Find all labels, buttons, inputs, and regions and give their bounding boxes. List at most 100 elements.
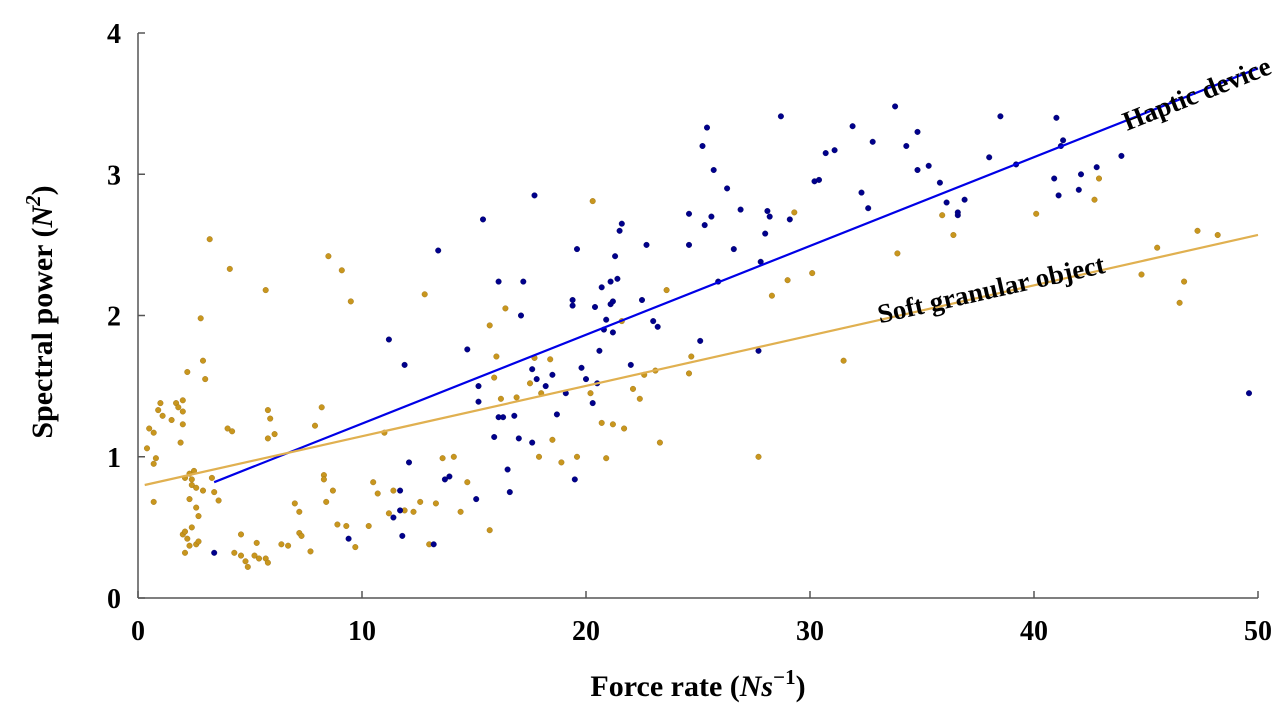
soft-granular-object-point [1181, 278, 1188, 285]
haptic-device-point [435, 247, 442, 254]
soft-granular-object-point [621, 425, 628, 432]
soft-granular-object-point [338, 267, 345, 274]
haptic-device-point [385, 336, 392, 343]
soft-granular-object-point [755, 453, 762, 460]
haptic-device-point [627, 361, 634, 368]
soft-granular-object-point [188, 524, 195, 531]
soft-granular-object-point [939, 212, 946, 219]
haptic-device-point [603, 316, 610, 323]
soft-granular-object-point [188, 476, 195, 483]
haptic-device-point [598, 284, 605, 291]
soft-granular-object-point [894, 250, 901, 257]
haptic-device-point [643, 241, 650, 248]
soft-granular-object-point [211, 489, 218, 496]
soft-granular-object-point [1194, 227, 1201, 234]
soft-granular-object-point [199, 357, 206, 364]
soft-granular-object-point [155, 407, 162, 414]
soft-granular-object-point [237, 531, 244, 538]
soft-granular-object-point [784, 277, 791, 284]
soft-granular-object-point [334, 521, 341, 528]
haptic-device-point [1118, 152, 1125, 159]
haptic-device-point [529, 366, 536, 373]
soft-granular-object-point [840, 357, 847, 364]
soft-granular-object-label: Soft granular object [875, 249, 1108, 329]
x-tick-label: 50 [1244, 616, 1272, 647]
haptic-device-point [704, 124, 711, 131]
soft-granular-object-point [390, 487, 397, 494]
soft-granular-object-point [264, 559, 271, 566]
soft-granular-object-point [237, 552, 244, 559]
haptic-device-fit-line [213, 67, 1259, 484]
soft-granular-object-point [278, 541, 285, 548]
soft-granular-object-point [271, 431, 278, 438]
soft-granular-object-point [809, 270, 816, 277]
soft-granular-object-point [267, 415, 274, 422]
soft-granular-object-point [157, 400, 164, 407]
haptic-device-point [571, 476, 578, 483]
haptic-device-point [549, 371, 556, 378]
soft-granular-object-point [486, 527, 493, 534]
soft-granular-object-point [603, 455, 610, 462]
haptic-device-point [943, 199, 950, 206]
soft-granular-object-point [549, 436, 556, 443]
haptic-device-point [616, 227, 623, 234]
haptic-device-point [954, 209, 961, 216]
soft-granular-object-point [950, 231, 957, 238]
soft-granular-object-point [150, 498, 157, 505]
soft-granular-object-point [365, 523, 372, 530]
haptic-device-point [724, 185, 731, 192]
haptic-device-point [816, 176, 823, 183]
soft-granular-object-point [686, 370, 693, 377]
haptic-device-point [589, 400, 596, 407]
soft-granular-object-point [193, 484, 200, 491]
soft-granular-object-point [296, 508, 303, 515]
haptic-device-point [936, 179, 943, 186]
soft-granular-object-point [323, 498, 330, 505]
soft-granular-object-point [199, 487, 206, 494]
y-axis-title-open: ( [26, 228, 59, 246]
y-tick-label: 0 [107, 584, 121, 615]
soft-granular-object-point [181, 549, 188, 556]
soft-granular-object-point [574, 453, 581, 460]
haptic-device-point [1077, 171, 1084, 178]
haptic-device-point [542, 383, 549, 390]
haptic-device-point [612, 253, 619, 260]
haptic-device-point [475, 383, 482, 390]
soft-granular-object-point [374, 490, 381, 497]
soft-granular-object-point [307, 548, 314, 555]
soft-granular-object-point [251, 552, 258, 559]
soft-granular-object-point [1176, 299, 1183, 306]
soft-granular-object-point [464, 479, 471, 486]
soft-granular-object-point [152, 455, 159, 462]
haptic-device-point [529, 439, 536, 446]
soft-granular-object-point [343, 523, 350, 530]
haptic-device-point [475, 398, 482, 405]
soft-granular-object-point [1095, 175, 1102, 182]
haptic-device-point [730, 246, 737, 253]
x-axis-title-close: ) [796, 670, 806, 703]
y-axis-title-text: Spectral power [26, 245, 59, 439]
haptic-device-point [986, 154, 993, 161]
soft-granular-object-point [493, 353, 500, 360]
haptic-device-point [1055, 192, 1062, 199]
soft-granular-object-point [636, 395, 643, 402]
haptic-device-point [786, 216, 793, 223]
soft-granular-object-point [264, 407, 271, 414]
haptic-device-point [406, 459, 413, 466]
soft-granular-object-point [242, 558, 249, 565]
y-tick-label: 3 [107, 160, 121, 191]
haptic-device-point [504, 466, 511, 473]
soft-granular-object-point [385, 510, 392, 517]
haptic-device-point [764, 207, 771, 214]
data-points [143, 103, 1252, 570]
haptic-device-point [903, 142, 910, 149]
soft-granular-object-point [184, 535, 191, 542]
soft-granular-object-point [325, 253, 332, 260]
y-tick-label: 1 [107, 443, 121, 474]
fit-lines [144, 67, 1259, 487]
haptic-device-point [1075, 186, 1082, 193]
soft-granular-object-point [186, 496, 193, 503]
soft-granular-object-point [791, 209, 798, 216]
